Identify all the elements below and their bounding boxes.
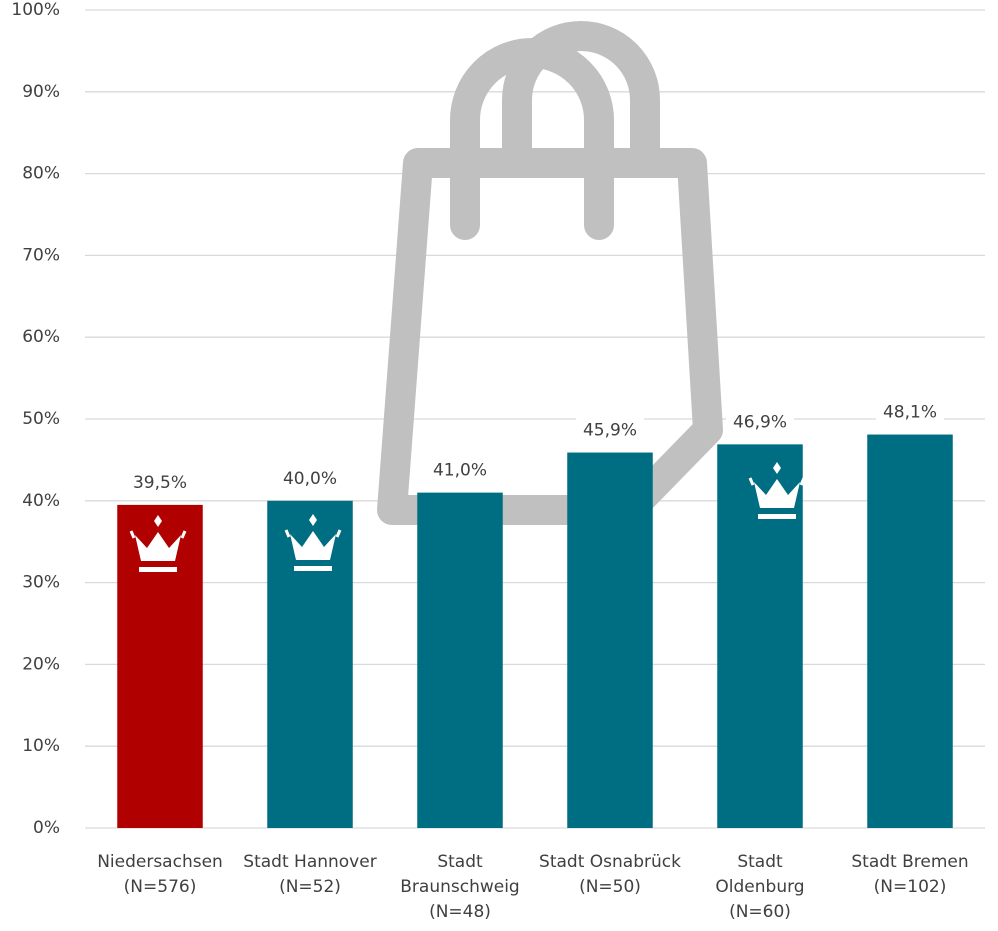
x-tick-label: (N=60) bbox=[729, 902, 791, 922]
labels: 0% 10% 20% 30% 40% 50% 60% 70% 80% 90% 100% Nieders… bbox=[11, 0, 968, 922]
x-tick-label: Stadt Osnabrück bbox=[539, 852, 681, 872]
y-tick-label: 80% bbox=[22, 164, 60, 184]
value-label-background bbox=[576, 416, 644, 445]
bar bbox=[717, 444, 803, 828]
y-tick-label: 30% bbox=[22, 573, 60, 593]
x-tick-label: Stadt bbox=[437, 852, 483, 872]
value-label: 39,5% bbox=[133, 473, 187, 493]
value-label-background bbox=[276, 464, 344, 493]
value-label-background bbox=[726, 408, 794, 437]
y-tick-label: 70% bbox=[22, 245, 60, 265]
x-tick-label: Oldenburg bbox=[715, 877, 804, 897]
x-tick-label: Stadt Bremen bbox=[851, 852, 968, 872]
bar bbox=[867, 434, 953, 828]
x-tick-label: Stadt bbox=[737, 852, 783, 872]
y-tick-label: 0% bbox=[33, 818, 60, 838]
y-tick-label: 90% bbox=[22, 82, 60, 102]
shopping-bag-icon bbox=[377, 21, 723, 525]
x-tick-label: Stadt Hannover bbox=[243, 852, 376, 872]
y-tick-label: 20% bbox=[22, 654, 60, 674]
x-tick-label: (N=52) bbox=[279, 877, 341, 897]
x-tick-label: (N=576) bbox=[124, 877, 197, 897]
value-label-background bbox=[426, 456, 494, 485]
y-tick-label: 10% bbox=[22, 736, 60, 756]
value-label: 48,1% bbox=[883, 403, 937, 423]
x-tick-label: Niedersachsen bbox=[97, 852, 223, 872]
value-label-background bbox=[126, 468, 194, 497]
x-tick-label: (N=102) bbox=[874, 877, 947, 897]
x-tick-label: (N=50) bbox=[579, 877, 641, 897]
x-tick-label: Braunschweig bbox=[400, 877, 519, 897]
value-label: 45,9% bbox=[583, 421, 637, 441]
grid bbox=[85, 9, 985, 829]
value-label: 46,9% bbox=[733, 412, 787, 432]
y-tick-label: 60% bbox=[22, 327, 60, 347]
x-tick-label: (N=48) bbox=[429, 902, 491, 922]
y-tick-label: 40% bbox=[22, 491, 60, 511]
bars bbox=[117, 434, 953, 828]
y-tick-label: 50% bbox=[22, 409, 60, 429]
value-label: 41,0% bbox=[433, 461, 487, 481]
y-tick-label: 100% bbox=[11, 0, 60, 20]
value-label: 40,0% bbox=[283, 469, 337, 489]
bar bbox=[567, 452, 653, 828]
value-label-background bbox=[876, 398, 944, 427]
bag-handle bbox=[502, 21, 660, 165]
bar bbox=[417, 492, 503, 828]
